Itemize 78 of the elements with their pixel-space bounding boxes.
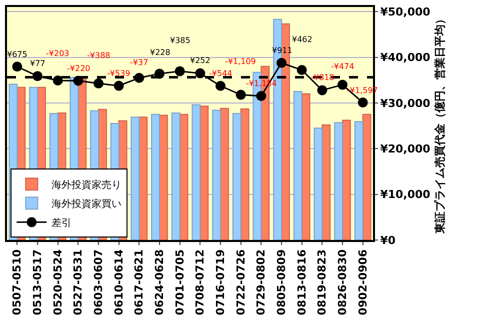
x-tick-label: 0527-0531 bbox=[72, 249, 85, 316]
x-tick-label: 0819-0823 bbox=[316, 249, 329, 316]
y-tick-label: ¥20,000 bbox=[380, 142, 431, 156]
bar bbox=[322, 124, 331, 240]
bar bbox=[159, 114, 168, 240]
x-tick-label: 0805-0809 bbox=[275, 249, 288, 316]
point bbox=[276, 58, 286, 68]
data-label: -¥37 bbox=[130, 58, 148, 67]
point bbox=[236, 90, 246, 100]
data-label: -¥1,109 bbox=[225, 57, 256, 66]
bar bbox=[314, 128, 323, 240]
bar bbox=[240, 108, 250, 240]
bar bbox=[232, 112, 242, 240]
point bbox=[256, 91, 266, 101]
bar bbox=[138, 116, 148, 240]
x-tick-label: 0826-0830 bbox=[336, 249, 350, 316]
x-tick-label: 0729-0802 bbox=[254, 249, 268, 316]
data-label: ¥77 bbox=[30, 59, 46, 68]
point bbox=[174, 66, 185, 76]
bar bbox=[212, 110, 221, 240]
x-tick-label: 0902-0906 bbox=[356, 249, 370, 316]
point bbox=[358, 98, 368, 108]
data-label: -¥474 bbox=[331, 62, 354, 71]
y-tick-label: ¥10,000 bbox=[380, 188, 431, 202]
x-tick-label: 0624-0628 bbox=[153, 249, 166, 316]
data-label: ¥252 bbox=[190, 56, 210, 65]
bar bbox=[200, 106, 209, 240]
x-tick-label: 0701-0705 bbox=[173, 249, 186, 316]
bar bbox=[179, 114, 188, 240]
y-tick-label: ¥50,000 bbox=[380, 5, 431, 18]
data-label: -¥203 bbox=[46, 49, 70, 58]
point bbox=[32, 71, 42, 82]
bar bbox=[151, 114, 160, 240]
legend-label: 差引 bbox=[52, 217, 72, 230]
point bbox=[216, 80, 226, 91]
x-tick-label: 0708-0712 bbox=[194, 249, 207, 316]
bar bbox=[220, 108, 229, 240]
x-tick-label: 0617-0621 bbox=[132, 249, 146, 316]
bar bbox=[130, 116, 140, 240]
data-label: ¥385 bbox=[170, 36, 190, 45]
legend-label: 海外投資家売り bbox=[52, 179, 122, 192]
data-label: -¥544 bbox=[209, 69, 232, 78]
point bbox=[94, 78, 104, 88]
point bbox=[317, 85, 328, 96]
bar bbox=[354, 121, 364, 240]
data-label: ¥462 bbox=[292, 35, 312, 44]
x-tick-label: 0507-0510 bbox=[10, 249, 24, 316]
data-label: -¥818 bbox=[311, 73, 334, 82]
legend-label: 海外投資家買い bbox=[52, 198, 122, 210]
x-tick-label: 0716-0719 bbox=[214, 249, 228, 316]
data-label: -¥220 bbox=[67, 64, 90, 73]
x-tick-label: 0603-0607 bbox=[92, 249, 106, 316]
point bbox=[12, 62, 22, 72]
x-tick-label: 0520-0524 bbox=[51, 249, 64, 316]
y-tick-label: ¥40,000 bbox=[380, 51, 431, 64]
bar bbox=[362, 114, 372, 240]
data-label: ¥228 bbox=[150, 48, 170, 57]
y-tick-label: ¥30,000 bbox=[380, 96, 431, 110]
bar bbox=[293, 91, 302, 240]
bar bbox=[342, 120, 351, 240]
data-label: -¥388 bbox=[87, 51, 110, 60]
point bbox=[296, 65, 307, 75]
point bbox=[338, 80, 348, 90]
x-tick-label: 0610-0614 bbox=[112, 249, 126, 316]
point bbox=[114, 80, 124, 91]
y-tick-label: ¥0 bbox=[380, 234, 396, 247]
x-tick-label: 0722-0726 bbox=[234, 249, 248, 316]
y-axis-title: 東証プライム売買代金（億円、営業日平均） bbox=[433, 14, 446, 234]
bar bbox=[171, 112, 180, 240]
bar bbox=[334, 122, 343, 240]
data-label: -¥539 bbox=[107, 69, 130, 78]
x-tick-label: 0513-0517 bbox=[31, 249, 44, 316]
point bbox=[195, 68, 206, 78]
bar bbox=[301, 93, 310, 240]
data-label: ¥675 bbox=[7, 50, 28, 59]
x-tick-label: 0813-0816 bbox=[295, 249, 308, 316]
point bbox=[52, 76, 63, 86]
bar bbox=[192, 104, 201, 240]
